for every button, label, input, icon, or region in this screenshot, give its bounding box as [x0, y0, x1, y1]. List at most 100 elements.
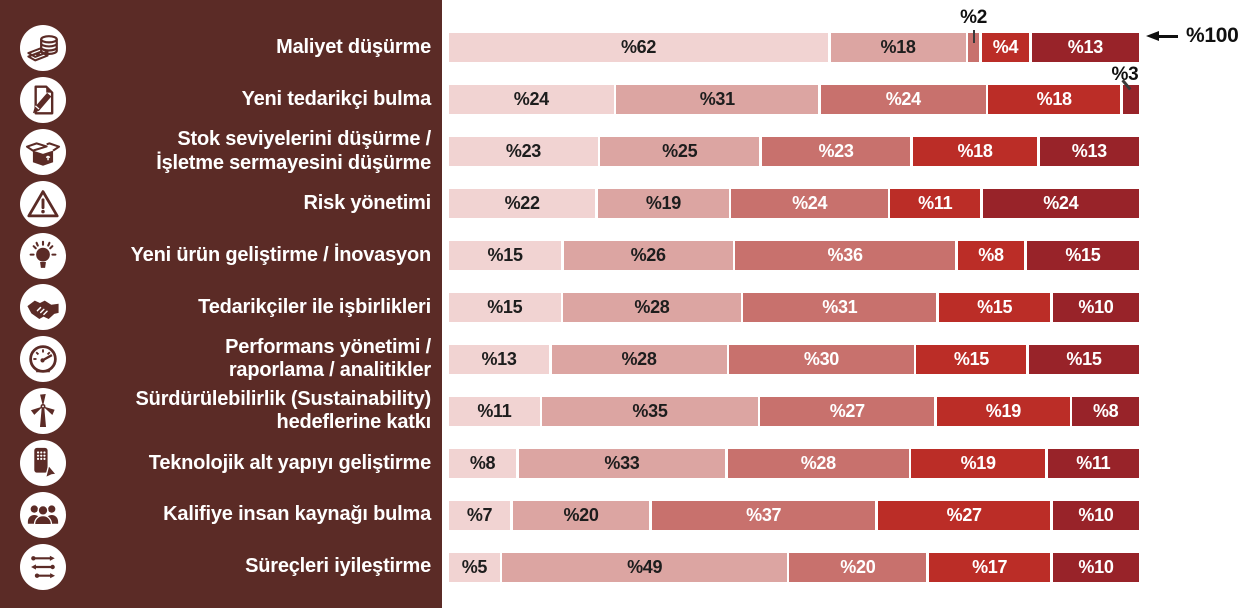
segment-value-label: %18 — [957, 141, 993, 162]
bar-segment: %17 — [928, 552, 1051, 582]
segment-value-label: %17 — [972, 556, 1008, 577]
segment-value-label: %33 — [604, 452, 640, 473]
segment-value-label: %28 — [621, 348, 657, 369]
bar-segment: %26 — [563, 241, 733, 271]
stacked-bar: %8 %33 %28 %19 %11 — [449, 448, 1139, 478]
segment-value-label: %24 — [792, 193, 828, 214]
bar-segment: %7 — [449, 500, 511, 530]
bar-segment: %62 — [449, 33, 829, 63]
bar-segment: %8 — [1072, 396, 1139, 426]
stacked-bar: %23 %25 %23 %18 %13 — [449, 137, 1140, 167]
bar-segment: %11 — [449, 396, 540, 426]
bar-segment: %23 — [761, 137, 911, 167]
bar-segment: %18 — [830, 33, 966, 63]
bar-segment: %15 — [1026, 241, 1140, 271]
bar-segment: %24 — [820, 85, 986, 115]
bar-segment: %18 — [988, 85, 1121, 115]
bar-segment: %18 — [912, 137, 1038, 167]
bar-segment: %28 — [551, 344, 727, 374]
category-row: Yeni ürün geliştirme / İnovasyon %15 %26%… — [0, 230, 1244, 282]
category-label: Yeni ürün geliştirme / İnovasyon — [130, 243, 432, 266]
category-side: Maliyet düşürme — [0, 22, 442, 74]
segment-value-label: %30 — [803, 348, 840, 369]
category-side: Risk yönetimi — [0, 178, 442, 230]
segment-value-label: %31 — [699, 89, 735, 110]
bar-segment: %30 — [729, 344, 914, 374]
segment-value-label: %15 — [953, 348, 990, 369]
bar-segment: %19 — [936, 396, 1070, 426]
bar-segment: %13 — [1031, 33, 1139, 63]
stacked-bar: %24 %31 %24 %18 — [449, 85, 1139, 115]
segment-value-label: %23 — [818, 141, 854, 162]
category-side: Yeni tedarikçi bulma — [0, 74, 442, 126]
category-row: Kalifiye insan kaynağı bulma %7 %20 %37 %27… — [0, 489, 1244, 541]
category-label: Performans yönetimi / raporlama / analit… — [225, 336, 431, 382]
bar-segment: %15 — [1028, 344, 1139, 374]
segment-value-label: %18 — [880, 37, 916, 58]
bar-segment: %33 — [518, 448, 726, 478]
segment-value-label: %19 — [985, 400, 1021, 421]
bar-segment: %10 — [1052, 500, 1139, 530]
segment-value-label: %62 — [620, 37, 657, 58]
segment-value-label: %27 — [829, 400, 865, 421]
bar-segment — [968, 33, 980, 63]
bar-segment: %8 — [957, 241, 1025, 271]
category-row: Stok seviyelerini düşürme / İşletme serm… — [0, 126, 1244, 178]
segment-value-label: %15 — [1065, 245, 1101, 266]
stacked-bar: %62 %18 %4 %13 — [449, 33, 1139, 63]
segment-value-label: %35 — [632, 400, 668, 421]
stacked-bar: %13 %28 %30 %15 %15 — [449, 344, 1139, 374]
category-side: Tedarikçiler ile işbirlikleri — [0, 282, 442, 334]
lightbulb-icon — [20, 232, 66, 279]
bar-segment: %23 — [449, 137, 598, 167]
document-pencil-icon — [20, 76, 66, 123]
callout-tick-line — [972, 30, 976, 44]
bar-segment: %10 — [1052, 292, 1139, 322]
bar-segment: %27 — [760, 396, 935, 426]
segment-value-label: %37 — [746, 504, 782, 525]
category-row: Sürdürülebilirlik (Sustainability) hedef… — [0, 385, 1244, 437]
segment-value-label: %49 — [627, 556, 663, 577]
mobile-device-icon — [20, 440, 66, 487]
bar-segment: %15 — [449, 241, 562, 271]
segment-value-label: %13 — [1071, 141, 1107, 162]
bar-segment: %15 — [916, 344, 1027, 374]
category-side: Yeni ürün geliştirme / İnovasyon — [0, 230, 442, 282]
segment-value-label: %11 — [918, 193, 953, 214]
segment-value-label: %22 — [504, 193, 540, 214]
bar-segment: %15 — [938, 292, 1051, 322]
segment-value-label: %15 — [487, 296, 523, 317]
segment-value-label: %11 — [477, 400, 512, 421]
stacked-bar: %11 %35 %27 %19 %8 — [449, 396, 1139, 426]
bar-segment: %13 — [449, 344, 550, 374]
process-flow-icon — [20, 544, 66, 591]
bar-segment: %4 — [981, 33, 1030, 63]
segment-value-label: %24 — [885, 89, 921, 110]
segment-value-label: %24 — [1043, 193, 1079, 214]
category-side: Kalifiye insan kaynağı bulma — [0, 489, 442, 541]
segment-value-label: %31 — [822, 296, 858, 317]
bar-segment: %5 — [449, 552, 500, 582]
callout-small-segment-label: %3 — [1111, 64, 1139, 86]
category-label: Kalifiye insan kaynağı bulma — [163, 503, 431, 526]
segment-value-label: %13 — [1067, 37, 1103, 58]
bar-segment: %8 — [449, 448, 517, 478]
bar-segment: %20 — [512, 500, 650, 530]
bar-segment: %19 — [911, 448, 1046, 478]
handshake-icon — [20, 284, 66, 331]
bar-segment: %24 — [449, 85, 614, 115]
bar-segment: %49 — [502, 552, 787, 582]
category-label: Tedarikçiler ile işbirlikleri — [198, 295, 431, 318]
bar-segment: %10 — [1052, 552, 1139, 582]
segment-value-label: %11 — [1076, 452, 1111, 473]
bar-segment: %36 — [735, 241, 956, 271]
segment-value-label: %8 — [1092, 400, 1119, 421]
segment-value-label: %25 — [662, 141, 698, 162]
bar-segment: %31 — [743, 292, 937, 322]
total-callout: %100 — [1146, 24, 1239, 48]
category-row: Risk yönetimi %22 %19 %24 %11 %24 — [0, 178, 1244, 230]
category-side: Sürdürülebilirlik (Sustainability) hedef… — [0, 385, 442, 437]
warning-icon — [20, 180, 66, 227]
category-row: Yeni tedarikçi bulma %24 %31 %24 %18 — [0, 74, 1244, 126]
bar-segment: %25 — [600, 137, 760, 167]
